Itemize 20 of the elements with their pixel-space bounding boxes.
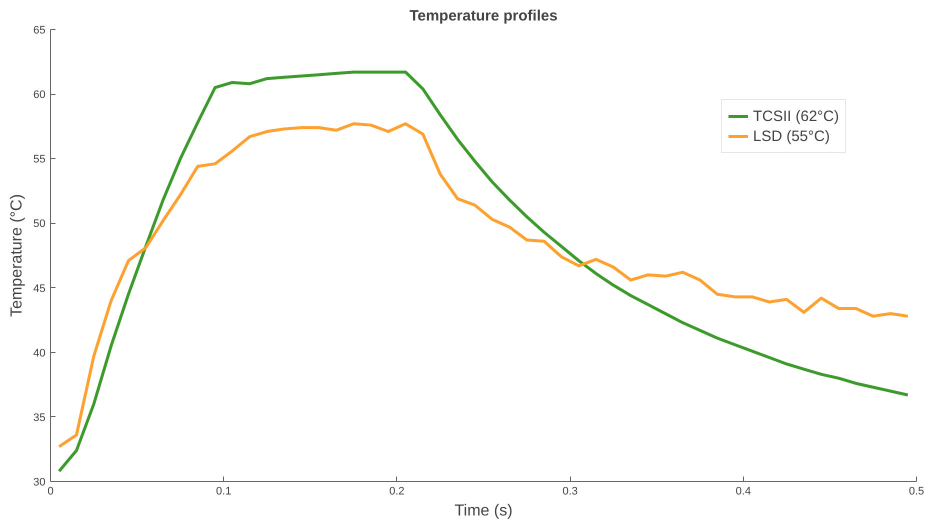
y-axis-title: Temperature (°C)	[8, 194, 26, 317]
legend-label: LSD (55°C)	[752, 128, 830, 144]
y-tick-label: 60	[33, 89, 46, 102]
x-tick-label: 0.4	[736, 486, 751, 498]
y-tick-label: 40	[33, 347, 46, 360]
legend-label: TCSII (62°C)	[752, 108, 839, 124]
y-tick-label: 45	[33, 282, 46, 295]
x-tick-label: 0.5	[908, 486, 924, 498]
line-series	[58, 70, 910, 473]
x-tick-label: 0.3	[562, 486, 578, 498]
y-tick-label: 30	[33, 476, 46, 488]
x-axis-title: Time (s)	[454, 502, 513, 520]
y-tick-label: 55	[33, 154, 46, 166]
x-tick-label: 0	[47, 486, 54, 498]
x-tick-label: 0.1	[216, 486, 232, 498]
y-tick-label: 35	[33, 412, 46, 424]
y-tick-label: 65	[33, 24, 46, 36]
y-tick-label: 50	[33, 218, 46, 230]
chart-title: Temperature profiles	[409, 8, 558, 24]
x-tick-label: 0.2	[389, 486, 405, 498]
